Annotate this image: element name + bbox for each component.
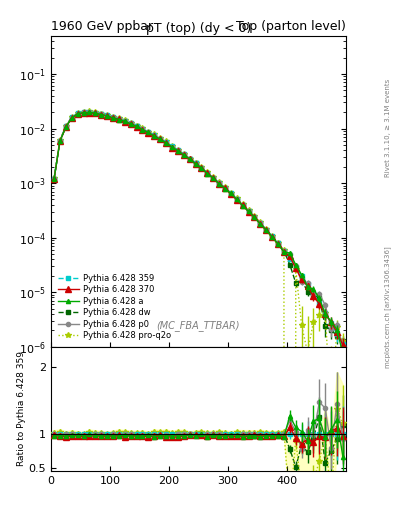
Text: mcplots.cern.ch [arXiv:1306.3436]: mcplots.cern.ch [arXiv:1306.3436]: [384, 246, 391, 368]
Title: pT (top) (dy < 0): pT (top) (dy < 0): [146, 22, 251, 35]
Y-axis label: Ratio to Pythia 6.428 359: Ratio to Pythia 6.428 359: [17, 351, 26, 466]
Legend: Pythia 6.428 359, Pythia 6.428 370, Pythia 6.428 a, Pythia 6.428 dw, Pythia 6.42: Pythia 6.428 359, Pythia 6.428 370, Pyth…: [55, 271, 173, 343]
Text: 1960 GeV ppbar: 1960 GeV ppbar: [51, 20, 153, 33]
Text: (MC_FBA_TTBAR): (MC_FBA_TTBAR): [157, 320, 240, 331]
Text: Top (parton level): Top (parton level): [236, 20, 346, 33]
Text: Rivet 3.1.10, ≥ 3.1M events: Rivet 3.1.10, ≥ 3.1M events: [385, 79, 391, 177]
